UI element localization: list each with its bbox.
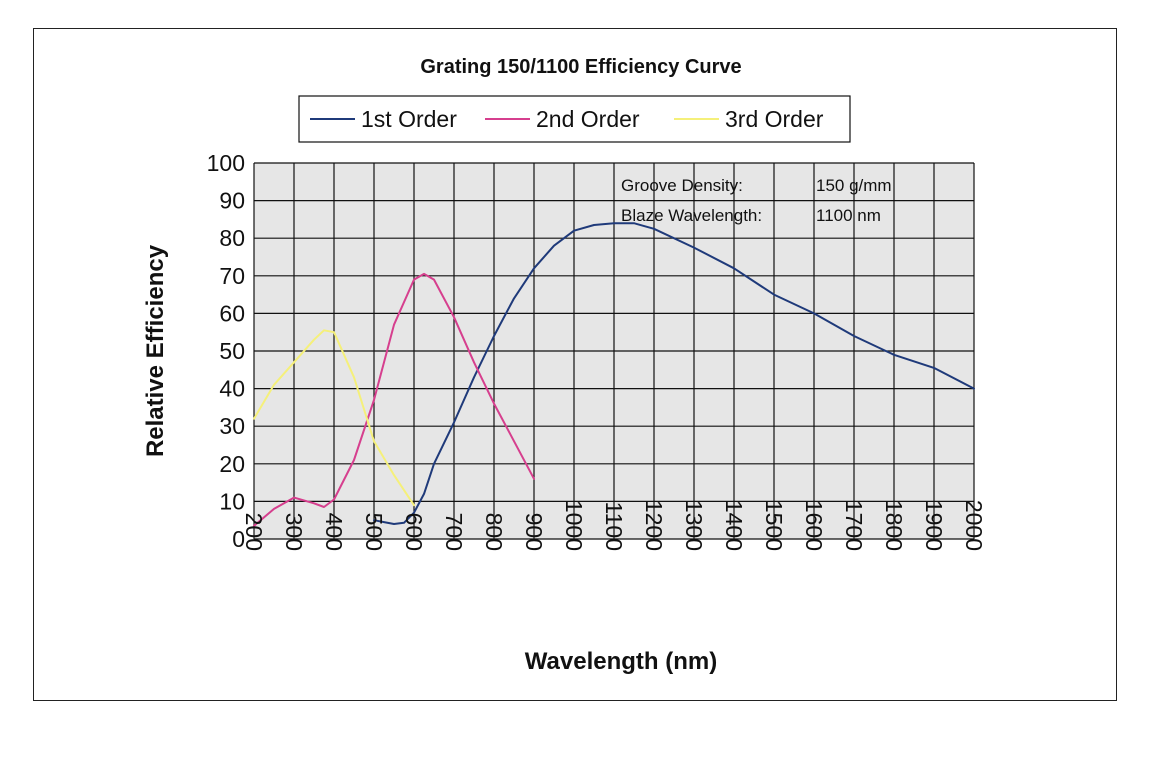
x-tick-label-2000: 2000 (961, 500, 987, 551)
x-tick-label-900: 900 (521, 513, 547, 551)
x-tick-label-700: 700 (441, 513, 467, 551)
x-tick-label-1100: 1100 (601, 502, 627, 551)
x-tick-label-1700: 1700 (841, 500, 867, 551)
x-axis-title: Wavelength (nm) (525, 648, 717, 675)
x-tick-label-800: 800 (481, 513, 507, 551)
x-tick-label-1000: 1000 (561, 500, 587, 551)
x-tick-labels: 200 300 400 500 600 700 800 900 1000 1100 1200 1300… (241, 500, 987, 551)
series-line-1st-order (373, 222, 975, 525)
x-tick-label-1400: 1400 (721, 500, 747, 551)
series-line-3rd-order (253, 329, 415, 507)
x-tick-label-1800: 1800 (881, 500, 907, 551)
y-tick-label-80: 80 (219, 225, 245, 251)
x-tick-label-1600: 1600 (801, 500, 827, 551)
grid (253, 162, 975, 540)
legend-label-2nd-order: 2nd Order (536, 106, 640, 132)
x-tick-label-1500: 1500 (761, 500, 787, 551)
y-tick-label-40: 40 (219, 376, 245, 402)
y-tick-label-0: 0 (232, 526, 245, 552)
x-tick-label-1200: 1200 (641, 500, 667, 551)
blaze-wavelength-value: 1100 nm (816, 206, 881, 225)
chart-frame: Grating 150/1100 Efficiency Curve 1st Or… (33, 28, 1117, 701)
series-line-2nd-order (253, 272, 535, 527)
y-tick-label-30: 30 (219, 413, 245, 439)
y-tick-label-20: 20 (219, 451, 245, 477)
series-group (253, 222, 975, 527)
x-tick-label-1300: 1300 (681, 500, 707, 551)
groove-density-label: Groove Density: (621, 176, 743, 195)
legend-label-3rd-order: 3rd Order (725, 106, 824, 132)
legend: 1st Order 2nd Order 3rd Order (298, 95, 851, 143)
x-tick-label-600: 600 (401, 513, 427, 551)
y-tick-label-70: 70 (219, 263, 245, 289)
x-tick-label-500: 500 (361, 513, 387, 551)
chart-title: Grating 150/1100 Efficiency Curve (420, 56, 741, 78)
y-axis-title: Relative Efficiency (142, 244, 169, 457)
groove-density-value: 150 g/mm (816, 176, 892, 195)
y-tick-label-100: 100 (207, 150, 245, 176)
annotation-block: Groove Density: 150 g/mm Blaze Wavelengt… (621, 176, 892, 225)
y-tick-labels: 0 10 20 30 40 50 60 70 80 90 100 (207, 150, 245, 552)
y-tick-label-50: 50 (219, 338, 245, 364)
y-tick-label-90: 90 (219, 188, 245, 214)
legend-label-1st-order: 1st Order (361, 106, 457, 132)
x-tick-label-1900: 1900 (921, 500, 947, 551)
y-tick-label-60: 60 (219, 300, 245, 326)
x-tick-label-300: 300 (281, 513, 307, 551)
efficiency-chart: Grating 150/1100 Efficiency Curve 1st Or… (142, 56, 987, 675)
y-tick-label-10: 10 (219, 488, 245, 514)
legend-box (298, 95, 851, 143)
x-tick-label-200: 200 (241, 513, 267, 551)
blaze-wavelength-label: Blaze Wavelength: (621, 206, 762, 225)
x-tick-label-400: 400 (321, 513, 347, 551)
